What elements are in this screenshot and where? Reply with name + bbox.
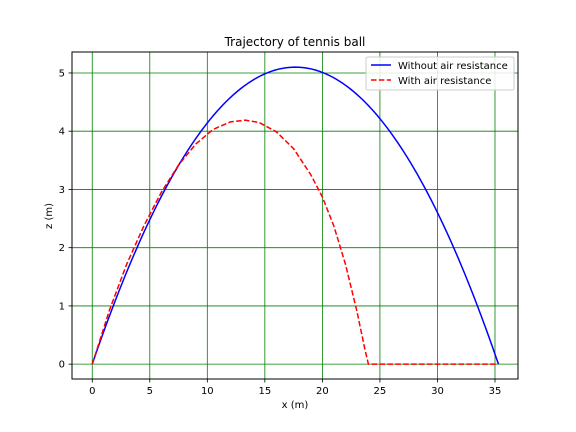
series-layer: [91, 66, 500, 365]
y-tick-label: 2: [59, 243, 65, 254]
x-tick-label: 15: [258, 386, 271, 397]
legend: Without air resistance With air resistan…: [365, 56, 515, 91]
y-tick-label: 0: [59, 360, 65, 371]
x-tick-label: 20: [316, 386, 329, 397]
y-tick-label: 4: [59, 127, 65, 138]
ticks: 0 5 10 15 20 25 30 35 0 1 2 3 4 5: [59, 68, 502, 397]
legend-box: [365, 56, 515, 91]
legend-label-without-air-resistance: Without air resistance: [398, 61, 508, 72]
y-tick-label: 5: [59, 68, 65, 79]
x-tick-label: 5: [147, 386, 153, 397]
x-tick-label: 10: [201, 386, 214, 397]
y-axis-label: z (m): [44, 203, 55, 229]
y-tick-label: 3: [59, 185, 65, 196]
x-tick-label: 30: [431, 386, 444, 397]
plot-frame: [71, 51, 519, 380]
y-tick-label: 1: [59, 301, 65, 312]
series-line-with-air-resistance: [91, 119, 498, 365]
x-tick-label: 0: [89, 386, 95, 397]
series-line-without-air-resistance: [91, 66, 500, 365]
x-axis-label: x (m): [282, 400, 309, 411]
x-tick-label: 25: [374, 386, 387, 397]
chart-title: Trajectory of tennis ball: [224, 35, 366, 49]
legend-label-with-air-resistance: With air resistance: [398, 76, 491, 87]
grid: [72, 52, 518, 379]
x-tick-label: 35: [489, 386, 502, 397]
